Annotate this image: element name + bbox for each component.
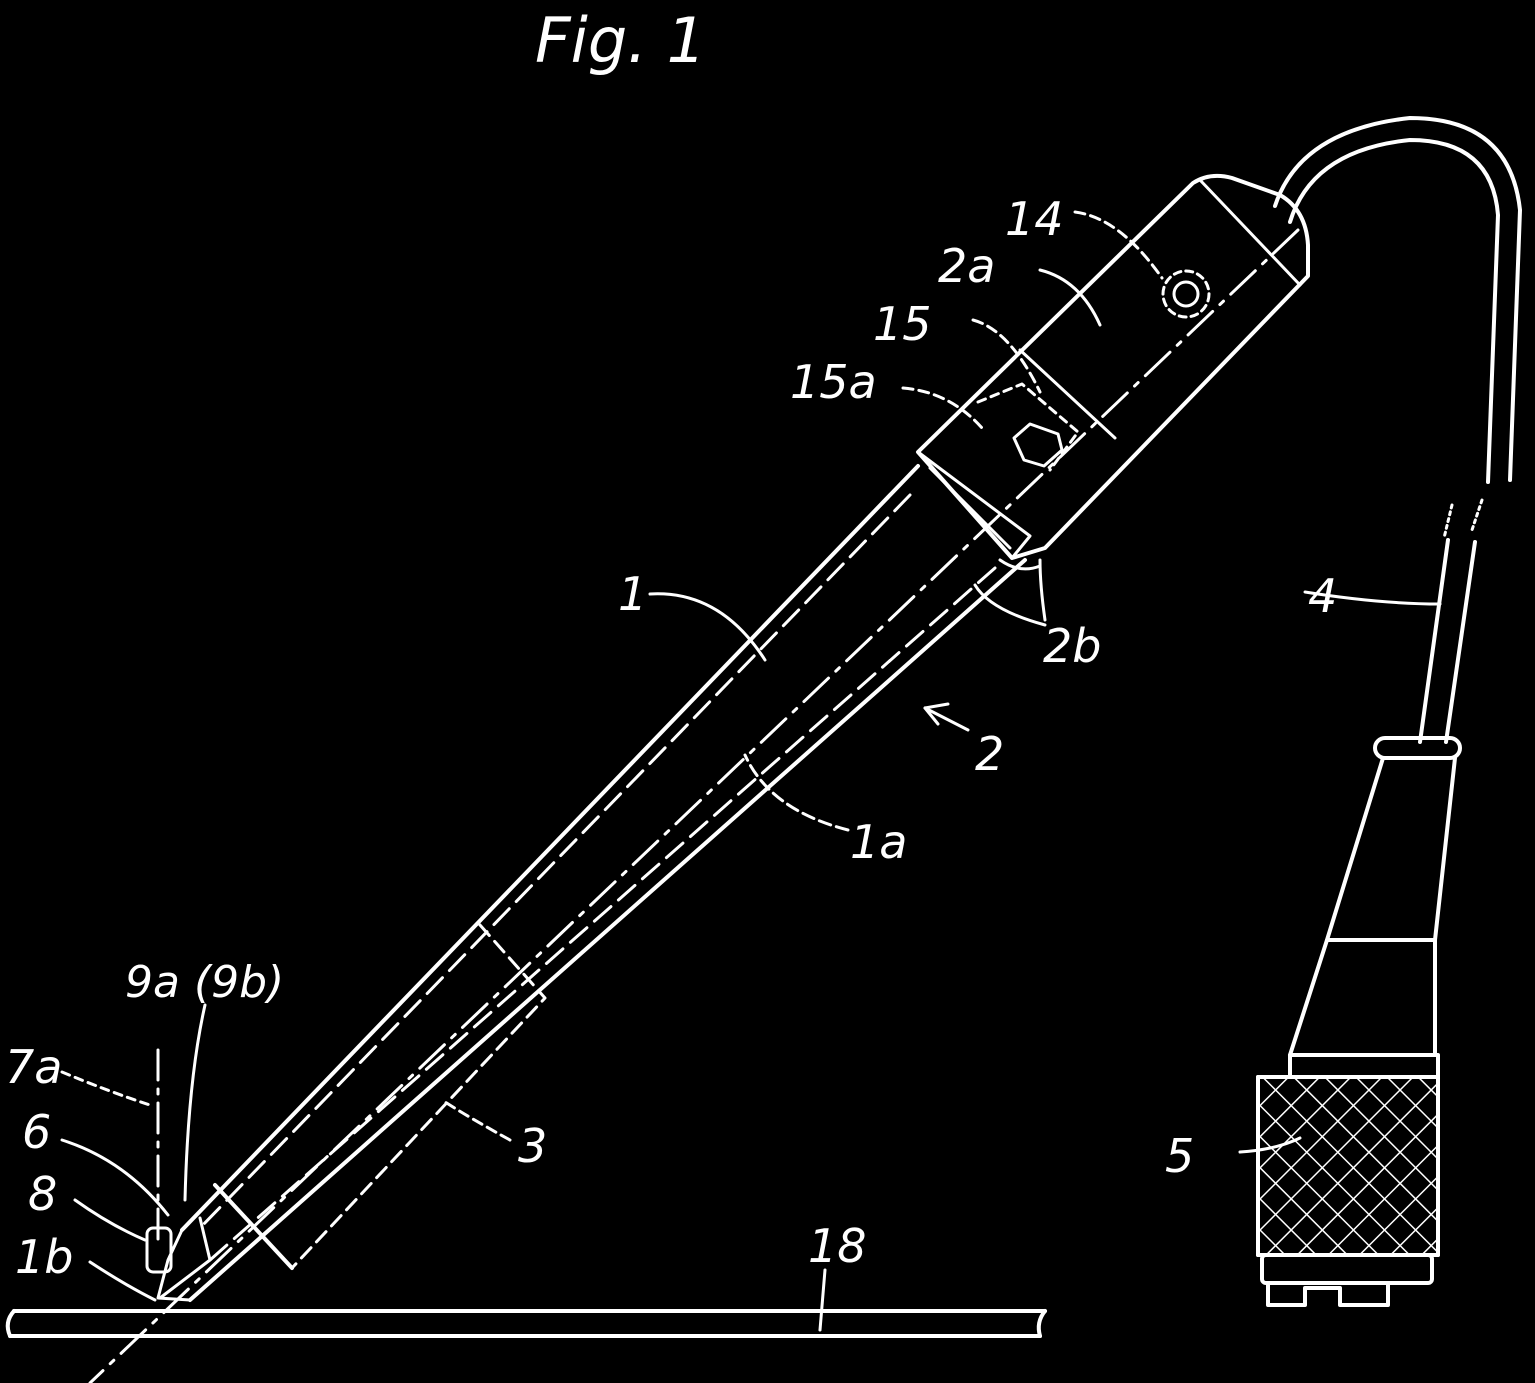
label-14: 14 [1005,192,1064,246]
label-2a: 2a [938,239,995,293]
label-7a: 7a [5,1040,62,1094]
label-5: 5 [1165,1129,1194,1183]
label-15a: 15a [790,355,877,409]
label-1b: 1b [15,1230,73,1284]
label-6: 6 [22,1105,51,1159]
label-2: 2 [975,727,1004,781]
label-1: 1 [618,567,647,621]
label-2b: 2b [1043,619,1101,673]
label-18: 18 [808,1219,867,1273]
label-1a: 1a [850,815,907,869]
label-4: 4 [1308,569,1337,623]
label-9a-9b: 9a (9b) [125,957,284,1008]
label-15: 15 [873,297,932,351]
label-3: 3 [518,1119,547,1173]
label-8: 8 [28,1167,57,1221]
figure-title: Fig. 1 [535,4,706,77]
